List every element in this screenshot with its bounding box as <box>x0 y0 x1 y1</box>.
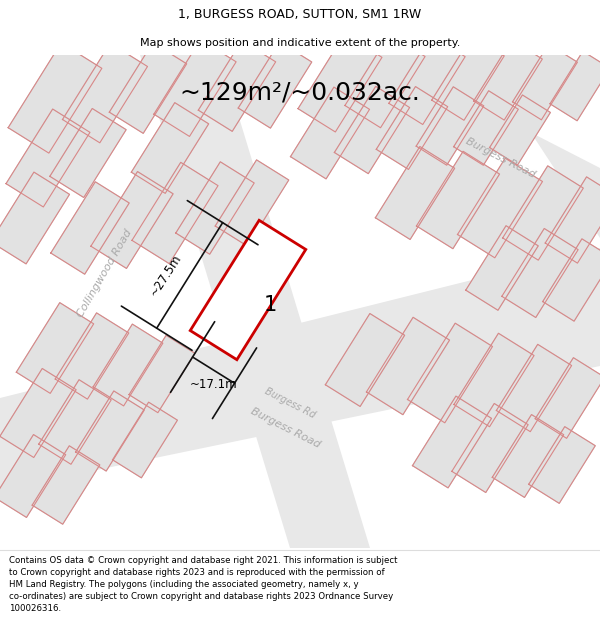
Polygon shape <box>8 43 102 153</box>
Polygon shape <box>376 146 455 239</box>
Polygon shape <box>543 239 600 321</box>
Polygon shape <box>512 44 577 120</box>
Polygon shape <box>6 109 90 207</box>
Polygon shape <box>93 324 163 406</box>
Text: Burgess Road: Burgess Road <box>464 136 536 180</box>
Polygon shape <box>140 55 370 548</box>
Polygon shape <box>91 171 173 269</box>
Polygon shape <box>131 102 209 193</box>
Polygon shape <box>298 34 382 132</box>
Text: ~129m²/~0.032ac.: ~129m²/~0.032ac. <box>179 81 421 105</box>
Polygon shape <box>76 391 145 471</box>
Polygon shape <box>416 87 484 165</box>
Text: Burgess Road: Burgess Road <box>248 406 322 450</box>
Polygon shape <box>550 51 600 121</box>
Text: Contains OS data © Crown copyright and database right 2021. This information is : Contains OS data © Crown copyright and d… <box>9 556 398 613</box>
Polygon shape <box>129 335 195 412</box>
Polygon shape <box>50 109 126 198</box>
Polygon shape <box>62 43 148 143</box>
Polygon shape <box>199 41 275 131</box>
Polygon shape <box>376 86 448 169</box>
Polygon shape <box>492 414 564 498</box>
Polygon shape <box>109 42 187 133</box>
Text: ~27.5m: ~27.5m <box>147 252 184 299</box>
Polygon shape <box>0 434 66 518</box>
Polygon shape <box>454 333 534 427</box>
Polygon shape <box>345 34 425 128</box>
Polygon shape <box>190 220 306 360</box>
Polygon shape <box>407 323 493 423</box>
Polygon shape <box>0 308 600 490</box>
Polygon shape <box>16 302 94 393</box>
Polygon shape <box>132 162 218 264</box>
Polygon shape <box>290 87 370 179</box>
Text: Collingwood Road: Collingwood Road <box>76 228 134 319</box>
Polygon shape <box>452 404 528 492</box>
Text: ~17.1m: ~17.1m <box>190 378 238 391</box>
Text: 1, BURGESS ROAD, SUTTON, SM1 1RW: 1, BURGESS ROAD, SUTTON, SM1 1RW <box>178 8 422 21</box>
Polygon shape <box>55 313 129 399</box>
Polygon shape <box>215 160 289 246</box>
Polygon shape <box>260 55 600 238</box>
Polygon shape <box>0 172 70 264</box>
Polygon shape <box>32 446 100 524</box>
Polygon shape <box>412 396 491 488</box>
Text: Burgess Rd: Burgess Rd <box>263 386 317 420</box>
Polygon shape <box>51 182 129 274</box>
Polygon shape <box>176 162 254 254</box>
Polygon shape <box>502 229 578 318</box>
Polygon shape <box>0 248 600 468</box>
Polygon shape <box>473 40 542 120</box>
Polygon shape <box>334 86 410 174</box>
Polygon shape <box>535 357 600 438</box>
Polygon shape <box>457 158 542 258</box>
Polygon shape <box>416 151 500 249</box>
Polygon shape <box>529 427 595 503</box>
Text: 1: 1 <box>263 295 277 315</box>
Polygon shape <box>503 166 583 260</box>
Polygon shape <box>490 95 550 165</box>
Polygon shape <box>545 177 600 263</box>
Polygon shape <box>389 36 465 124</box>
Polygon shape <box>466 226 538 310</box>
Polygon shape <box>325 314 404 406</box>
Polygon shape <box>154 39 236 136</box>
Polygon shape <box>113 402 178 478</box>
Polygon shape <box>238 42 312 128</box>
Polygon shape <box>454 91 518 165</box>
Polygon shape <box>39 380 111 464</box>
Polygon shape <box>432 36 504 120</box>
Text: Map shows position and indicative extent of the property.: Map shows position and indicative extent… <box>140 38 460 48</box>
Polygon shape <box>367 318 449 415</box>
Polygon shape <box>496 344 572 432</box>
Polygon shape <box>0 369 76 458</box>
